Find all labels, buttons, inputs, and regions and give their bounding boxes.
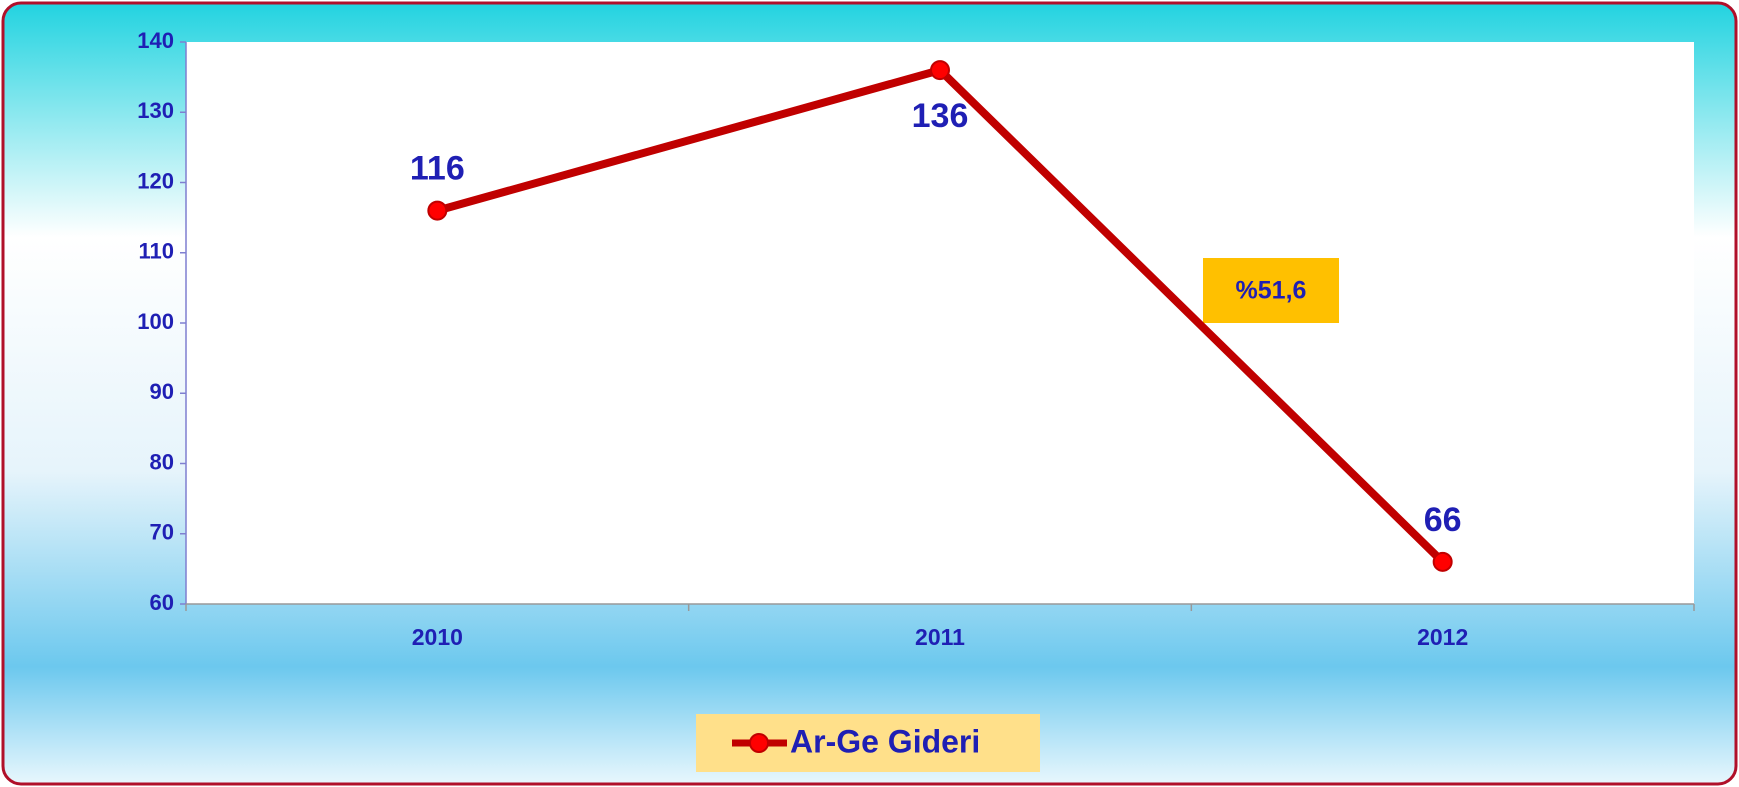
y-tick-label: 90 bbox=[150, 379, 174, 404]
y-tick-label: 80 bbox=[150, 449, 174, 474]
data-label: 116 bbox=[410, 150, 465, 188]
y-tick-label: 60 bbox=[150, 590, 174, 615]
data-label: 136 bbox=[912, 97, 969, 135]
y-tick-label: 110 bbox=[139, 239, 175, 264]
data-label: 66 bbox=[1424, 501, 1462, 539]
marker bbox=[1432, 551, 1453, 572]
marker bbox=[427, 200, 448, 221]
y-tick-label: 70 bbox=[150, 520, 174, 545]
y-tick-label: 120 bbox=[137, 168, 174, 193]
x-tick-label: 2010 bbox=[412, 624, 463, 650]
legend-label: Ar-Ge Gideri bbox=[790, 723, 980, 759]
legend-marker bbox=[749, 733, 769, 753]
marker bbox=[930, 60, 950, 81]
y-tick-label: 130 bbox=[137, 98, 174, 123]
plot-area bbox=[186, 42, 1694, 604]
x-tick-label: 2011 bbox=[915, 624, 965, 650]
y-tick-label: 100 bbox=[137, 309, 174, 334]
annotation-box bbox=[1203, 258, 1339, 323]
y-tick-label: 140 bbox=[137, 28, 174, 53]
x-tick-label: 2012 bbox=[1417, 624, 1468, 650]
annotation: %51,6 bbox=[1236, 277, 1307, 305]
